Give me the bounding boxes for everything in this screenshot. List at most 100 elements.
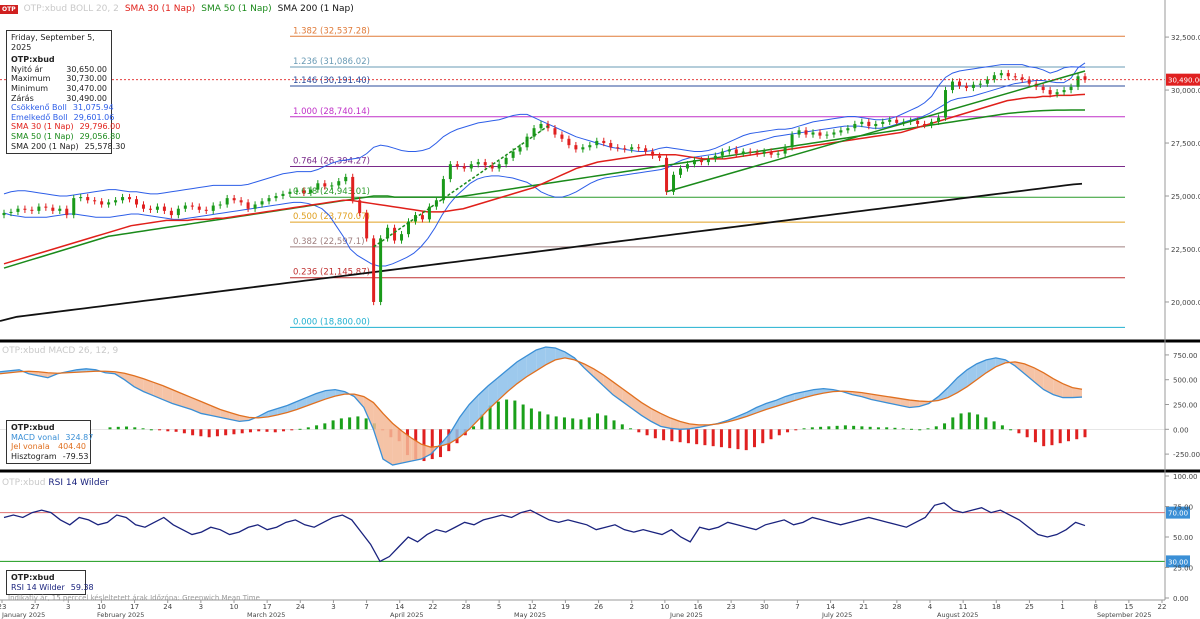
fib-level-label: 1.236 (31,086.02) [293,57,370,67]
ohlc-symbol: OTP:xbud [11,55,55,65]
info-row: Nyitó ár 30,650.00 [11,65,107,75]
time-day-label: 3 [66,603,70,611]
macd-panel[interactable] [0,346,1165,466]
time-month-label: April 2025 [390,611,423,619]
candle [1006,73,1010,77]
candle [358,200,362,213]
candle [678,168,682,175]
macd-histogram-bar [637,429,641,433]
sma30-legend[interactable]: SMA 30 (1 Nap) [124,4,196,14]
macd-signal-fill [737,412,747,420]
sma50-legend[interactable]: SMA 50 (1 Nap) [201,4,272,14]
info-row-label: SMA 200 (1 Nap) [11,141,79,151]
candle [128,197,132,200]
candle [253,204,257,209]
macd-histogram-bar [158,429,162,431]
candle [609,143,613,148]
macd-histogram-bar [430,429,434,460]
candle [727,149,731,152]
candle [448,164,452,180]
macd-histogram-bar [967,412,971,430]
macd-tick-label: 750.00 [1173,352,1198,360]
macd-histogram-bar [125,426,129,430]
macd-histogram-bar [827,426,831,430]
macd-histogram-bar [141,428,145,430]
macd-tick-label: 500.00 [1173,377,1198,385]
info-row-value: 30,470.00 [66,83,107,93]
time-day-label: 25 [1025,603,1034,611]
candle [999,73,1003,76]
macd-signal-fill [603,374,613,395]
candle [630,147,634,150]
candle [260,201,264,205]
rsi-panel[interactable]: 70.00 30.00 [0,502,1190,568]
time-month-label: January 2025 [1,611,45,619]
macd-histogram-bar [546,414,550,430]
candle [372,238,376,302]
candle [162,206,166,211]
time-month-label: August 2025 [937,611,978,619]
time-day-label: 8 [1093,603,1097,611]
macd-histogram-bar [686,429,690,444]
candle [811,132,815,135]
info-row-label: Emelkedő Boll [11,112,68,122]
time-day-label: 11 [959,603,968,611]
macd-histogram-bar [480,414,484,430]
macd-histogram-bar [199,429,203,437]
candle [553,128,557,135]
candle [804,130,808,135]
macd-histogram-bar [488,405,492,430]
candle [141,204,145,209]
candle [1083,76,1087,80]
macd-signal-fill [947,377,958,398]
macd-tick-label: -250.00 [1173,451,1200,459]
time-day-label: 27 [31,603,40,611]
macd-signal-fill [450,417,460,444]
macd-histogram-bar [538,411,542,430]
candle [616,147,620,149]
candle [476,162,480,165]
candle [239,200,243,203]
info-row-value: 29,601.06 [73,112,115,122]
candle [581,147,585,150]
macd-histogram-bar [174,429,178,432]
signal-line [0,357,1083,448]
candle [1027,79,1031,84]
macd-histogram-bar [562,417,566,430]
macd-histogram-bar [191,429,195,436]
candle [281,193,285,197]
info-row-value: 31,075.94 [72,103,114,113]
macd-histogram-bar [331,420,335,430]
macd-histogram-bar [257,429,261,432]
time-day-label: 28 [892,603,901,611]
info-row: Csökkenő Boll 31,075.94 [11,103,114,113]
fib-level-label: 0.618 (24,943.01) [293,187,370,197]
indicator-legend: OTP OTP:xbud BOLL 20, 2 SMA 30 (1 Nap) S… [0,3,354,15]
rsi-tick-label: 50.00 [1173,534,1193,542]
candle [427,206,431,220]
info-row: SMA 50 (1 Nap) 29,056.80 [11,132,120,142]
candle [462,166,466,169]
time-day-label: 16 [694,603,703,611]
time-month-label: July 2025 [821,611,852,619]
sma200-legend[interactable]: SMA 200 (1 Nap) [277,4,354,14]
otp-logo: OTP [0,4,18,14]
macd-histogram-bar [273,429,277,433]
candle [1062,90,1066,93]
time-day-label: 17 [130,603,139,611]
macd-histogram-bar [695,429,699,445]
macd-histogram-bar [835,425,839,430]
macd-signal-fill [421,444,431,460]
macd-signal-fill [1053,378,1063,398]
price-panel[interactable]: 1.382 (32,537.28) 1.236 (31,086.02) 1.146 … [0,26,1200,328]
macd-signal-fill [1024,363,1035,382]
price-tick-label: 25,000.00 [1171,193,1200,201]
macd-histogram-bar [348,417,352,430]
sma50-line [3,109,1085,269]
time-day-label: 22 [1158,603,1167,611]
macd-histogram-bar [620,424,624,430]
candle [518,147,522,152]
candle [295,190,299,192]
candle [853,123,857,129]
macd-signal-fill [373,402,384,460]
